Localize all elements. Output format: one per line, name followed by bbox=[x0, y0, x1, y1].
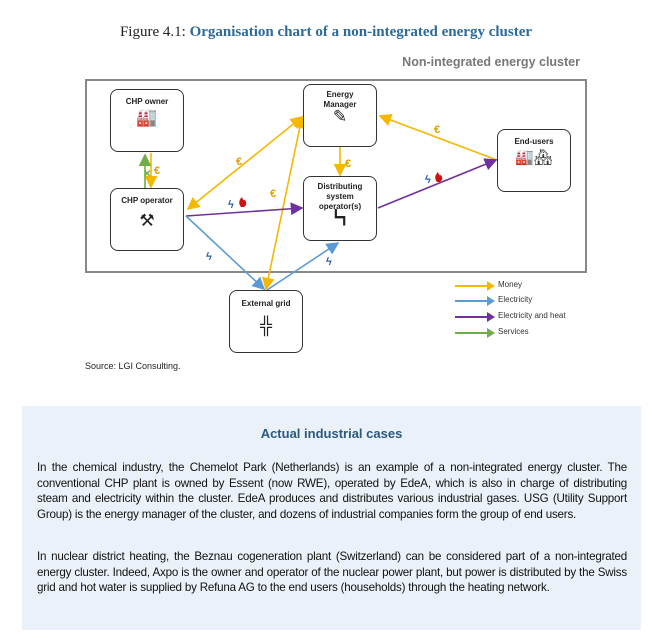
case-title: Actual industrial cases bbox=[260, 426, 403, 441]
node-label: External grid bbox=[241, 299, 291, 308]
case-paragraph: In the chemical industry, the Chemelot P… bbox=[37, 461, 627, 521]
euro-label: € bbox=[345, 158, 351, 170]
bolt-icon: ϟ bbox=[228, 199, 234, 211]
node-label: CHP operator bbox=[121, 196, 173, 205]
node-energy-manager: Energy Manager ✎ bbox=[303, 84, 377, 147]
euro-label: € bbox=[270, 188, 276, 200]
arrow-elec-grid-dso bbox=[266, 242, 340, 291]
euro-label: € bbox=[434, 124, 440, 136]
diagram-arrows: € € € € € ✕ ϟ ϟ ϟ ϟ bbox=[85, 79, 587, 291]
bolt-icon: ϟ bbox=[326, 256, 332, 268]
node-external-grid: External grid ╬ bbox=[229, 290, 303, 353]
figure-label: Figure 4.1: bbox=[119, 24, 186, 40]
node-label: End-users bbox=[514, 137, 554, 146]
arrow-money-em-grid bbox=[262, 115, 306, 291]
pylon-icon: ╬ bbox=[259, 316, 273, 335]
case-paragraph: In nuclear district heating, the Beznau … bbox=[37, 550, 627, 595]
euro-label: € bbox=[236, 156, 242, 168]
flame-icon bbox=[239, 197, 247, 207]
node-chp-operator: CHP operator ⚒ bbox=[110, 188, 184, 251]
cluster-label: Non-integrated energy cluster bbox=[402, 55, 580, 69]
tablet-pen-icon: ✎ bbox=[332, 107, 348, 126]
node-label: CHP owner bbox=[125, 97, 169, 106]
flame-icon bbox=[435, 172, 443, 182]
node-label: Distributing system operator(s) bbox=[317, 182, 363, 211]
euro-label: € bbox=[154, 165, 160, 177]
tools-icon: ⚒ bbox=[139, 211, 155, 230]
bolt-icon: ϟ bbox=[425, 174, 431, 186]
arrow-elec-operator-grid bbox=[185, 215, 266, 291]
node-dso: Distributing system operator(s) ┗┓ bbox=[303, 176, 377, 241]
case-box: Actual industrial cases In the chemical … bbox=[22, 406, 641, 630]
factory-houses-icon: 🏭🏘 bbox=[515, 149, 553, 166]
arrow-elec-heat-dso-endusers bbox=[377, 158, 498, 209]
arrow-elec-heat-operator-dso bbox=[185, 202, 304, 217]
node-label: Energy Manager bbox=[323, 90, 357, 109]
source-note: Source: LGI Consulting. bbox=[85, 361, 181, 371]
figure-title: Figure 4.1: Organisation chart of a non-… bbox=[0, 24, 652, 41]
pipes-icon: ┗┓ bbox=[331, 209, 349, 225]
power-plant-icon: 🏭 bbox=[136, 108, 158, 127]
cluster-boundary bbox=[85, 79, 587, 273]
services-icon: ✕ bbox=[143, 169, 151, 180]
arrow-money-endusers-em bbox=[378, 113, 498, 161]
node-end-users: End-users 🏭🏘 bbox=[497, 129, 571, 192]
node-chp-owner: CHP owner 🏭 bbox=[110, 89, 184, 152]
figure-title-text: Organisation chart of a non-integrated e… bbox=[189, 24, 533, 40]
bolt-icon: ϟ bbox=[206, 251, 212, 263]
